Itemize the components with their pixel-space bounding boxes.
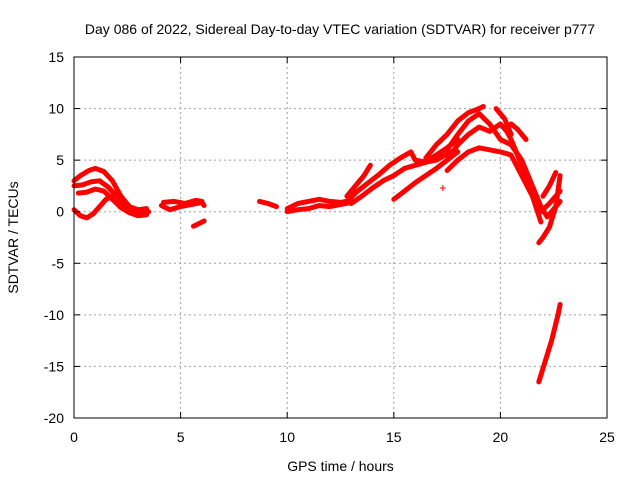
series-track-23 [536,302,563,385]
y-tick-label: -20 [44,410,64,426]
y-tick-label: -15 [44,358,64,374]
series-track-18 [444,145,544,225]
y-tick-label: 15 [48,49,64,65]
series-track-7 [190,218,207,229]
y-tick-label: 0 [56,204,64,220]
series-track-19 [493,106,514,137]
x-tick-label: 10 [279,429,295,445]
x-tick-label: 5 [177,429,185,445]
gridlines [74,57,607,418]
x-axis-label: GPS time / hours [287,458,394,474]
series-track-13 [348,137,461,206]
series-track-8 [257,198,279,210]
series-track-21 [536,173,563,246]
y-tick-label: -10 [44,307,64,323]
axis-ticks: 0 5 10 15 20 25 15 10 5 0 -5 -10 -15 -20 [44,49,615,445]
series-track-12 [344,147,459,204]
data-point [439,184,446,191]
data-series [71,104,563,385]
chart-title: Day 086 of 2022, Sidereal Day-to-day VTE… [85,21,595,37]
x-tick-label: 15 [386,429,402,445]
series-track-2 [71,178,152,217]
x-tick-label: 20 [493,429,509,445]
series-track-6 [161,197,205,206]
series-track-10 [284,199,354,215]
series-track-17 [444,121,563,215]
series-track-4 [71,193,115,221]
series-track-22 [540,170,559,199]
y-axis-label: SDTVAR / TECUs [5,181,21,293]
y-tick-label: 5 [56,152,64,168]
x-tick-label: 0 [70,429,78,445]
series-track-11 [344,162,373,199]
y-tick-label: -5 [52,255,65,271]
series-track-3 [75,186,149,219]
series-track-15 [423,104,486,161]
x-tick-label: 25 [599,429,615,445]
plot-frame [73,56,608,419]
y-tick-label: 10 [48,101,64,117]
series-track-20 [508,121,529,142]
